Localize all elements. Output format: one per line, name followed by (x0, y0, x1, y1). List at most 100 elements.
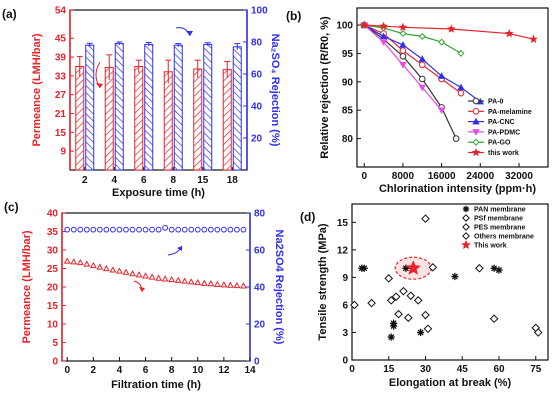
panel-d-y-tick-label: 6 (342, 300, 348, 311)
panel-a-x-tick-label: 15 (197, 175, 209, 186)
panel-a-left-tick-label: 45 (55, 34, 67, 45)
panel-d-point (423, 324, 433, 334)
panel-b-legend-label: PA-PDMC (488, 129, 520, 136)
panel-c-x-tick-label: 14 (244, 365, 256, 376)
panel-b-point (399, 41, 407, 48)
panel-d-y-tick-label: 3 (342, 328, 348, 339)
panel-a-permeance-bar (193, 68, 203, 171)
panel-b-point (437, 107, 446, 115)
panel-b-legend-label: PA-GO (488, 140, 511, 147)
panel-b-point (437, 72, 446, 79)
panel-b-legend-marker (472, 138, 480, 146)
panel-a-right-y-title: Na₂SO₄ Rejection (%) (269, 34, 281, 147)
panel-c-left-tick-label: 20 (47, 283, 59, 294)
panel-c-rejection-point (207, 226, 214, 233)
panel-a-rejection-bar (114, 43, 124, 171)
panel-c-rejection-point (136, 226, 142, 233)
panel-c-rejection-point (175, 226, 182, 233)
panel-c-rejection-point (77, 226, 84, 233)
panel-a-permeance-bar (134, 65, 144, 171)
panel-d-legend-marker (462, 232, 470, 240)
panel-a-left-tick-label: 33 (55, 71, 67, 82)
panel-c-rejection-point (155, 226, 162, 233)
panel-b-point (379, 39, 388, 46)
panel-c-permeance-point (142, 272, 150, 279)
panel-b-legend-marker (472, 108, 480, 115)
panel-d-point (391, 292, 401, 301)
panel-c-permeance-point (194, 278, 202, 286)
panel-a-permeance-bar (163, 71, 173, 171)
panel-b-point (438, 38, 446, 46)
panel-d-point (384, 274, 394, 283)
panel-b-point (418, 55, 426, 62)
panel-a-left-tick-label: 27 (55, 90, 67, 101)
panel-b-y-tick-label: 85 (342, 106, 354, 117)
panel-c-rejection-point (70, 226, 77, 233)
panel-c-permeance-point (115, 267, 123, 274)
panel-b-point (399, 52, 407, 60)
panel-c-left-tick-label: 10 (47, 320, 59, 331)
panel-c-permeance-point (89, 261, 97, 269)
panel-c-rejection-point (83, 226, 90, 233)
panel-a-rejection-bar (173, 44, 183, 171)
panel-b-legend-label: PA-melamine (488, 109, 532, 116)
panel-c-label: (c) (4, 200, 19, 214)
panel-c-permeance-point (168, 275, 176, 283)
panel-b-point (529, 34, 538, 43)
panel-b-point (359, 20, 369, 29)
panel-d-point (390, 319, 398, 327)
panel-b-y-tick-label: 90 (342, 77, 354, 88)
panel-d-point (399, 286, 408, 296)
panel-b-legend-marker (471, 147, 481, 157)
panel-a-right-tick-label: 40 (251, 102, 263, 113)
panel-c-permeance-point (129, 270, 136, 277)
panel-c-rejection-point (188, 226, 195, 233)
panel-b-point (418, 75, 426, 83)
panel-b-series-line (364, 24, 462, 54)
panel-c-rejection-point (116, 226, 123, 233)
panel-d-legend-label: Others membrane (474, 234, 534, 241)
panel-c-left-tick-label: 25 (47, 264, 59, 275)
panel-c-permeance-point (63, 257, 71, 264)
panel-b-y-tick-label: 100 (336, 21, 353, 32)
panel-c-rejection-point (220, 226, 227, 233)
panel-a-right-tick-label: 60 (251, 70, 263, 81)
panel-b-point (452, 135, 460, 142)
panel-d-x-tick-label: 60 (493, 364, 505, 375)
panel-c-rejection-point (110, 226, 116, 233)
panel-b-y-tick-label: 80 (342, 134, 354, 145)
panel-c-rejection-point (103, 226, 110, 233)
panel-b-x-tick-label: 16000 (428, 171, 456, 182)
panel-b-legend-label: PA-0 (488, 99, 504, 106)
panel-d-point (489, 314, 499, 324)
panel-c-permeance-point (213, 280, 221, 287)
panel-c-rejection-point (90, 226, 97, 233)
panel-b-label: (b) (286, 9, 301, 23)
panel-a-right-tick-label: 20 (251, 134, 263, 145)
panel-d-point-stroke (417, 329, 424, 336)
panel-d-point (387, 333, 395, 341)
panel-d-legend-label: PES membrane (474, 225, 525, 232)
panel-c-left-arrow (133, 280, 143, 293)
panel-b-point (418, 61, 426, 69)
panel-c-permeance-point (187, 278, 195, 285)
panel-d-legend-marker (462, 223, 470, 231)
panel-d-point (533, 328, 543, 337)
panel-b-legend-marker (472, 129, 480, 136)
panel-b-legend-marker (472, 117, 480, 125)
panel-d-y-tick-label: 9 (342, 273, 348, 284)
panel-a-x-tick-label: 6 (141, 175, 147, 186)
panel-c-rejection-point (214, 226, 221, 233)
panel-d-point-stroke (390, 320, 397, 327)
panel-a-rejection-bar (203, 43, 213, 171)
panel-c-permeance-point (70, 258, 78, 265)
panel-b-y-tick-label: 95 (342, 49, 354, 60)
panel-b-series-line (364, 24, 534, 40)
panel-b-point (457, 89, 465, 97)
panel-c-rejection-point (234, 226, 240, 233)
panel-a-x-tick-label: 8 (170, 175, 176, 186)
panel-c-permeance-point (240, 282, 247, 289)
panel-c-permeance-point (83, 260, 91, 267)
panel-d-legend-label: PAN membrane (474, 207, 526, 214)
panel-a-label: (a) (2, 7, 17, 21)
